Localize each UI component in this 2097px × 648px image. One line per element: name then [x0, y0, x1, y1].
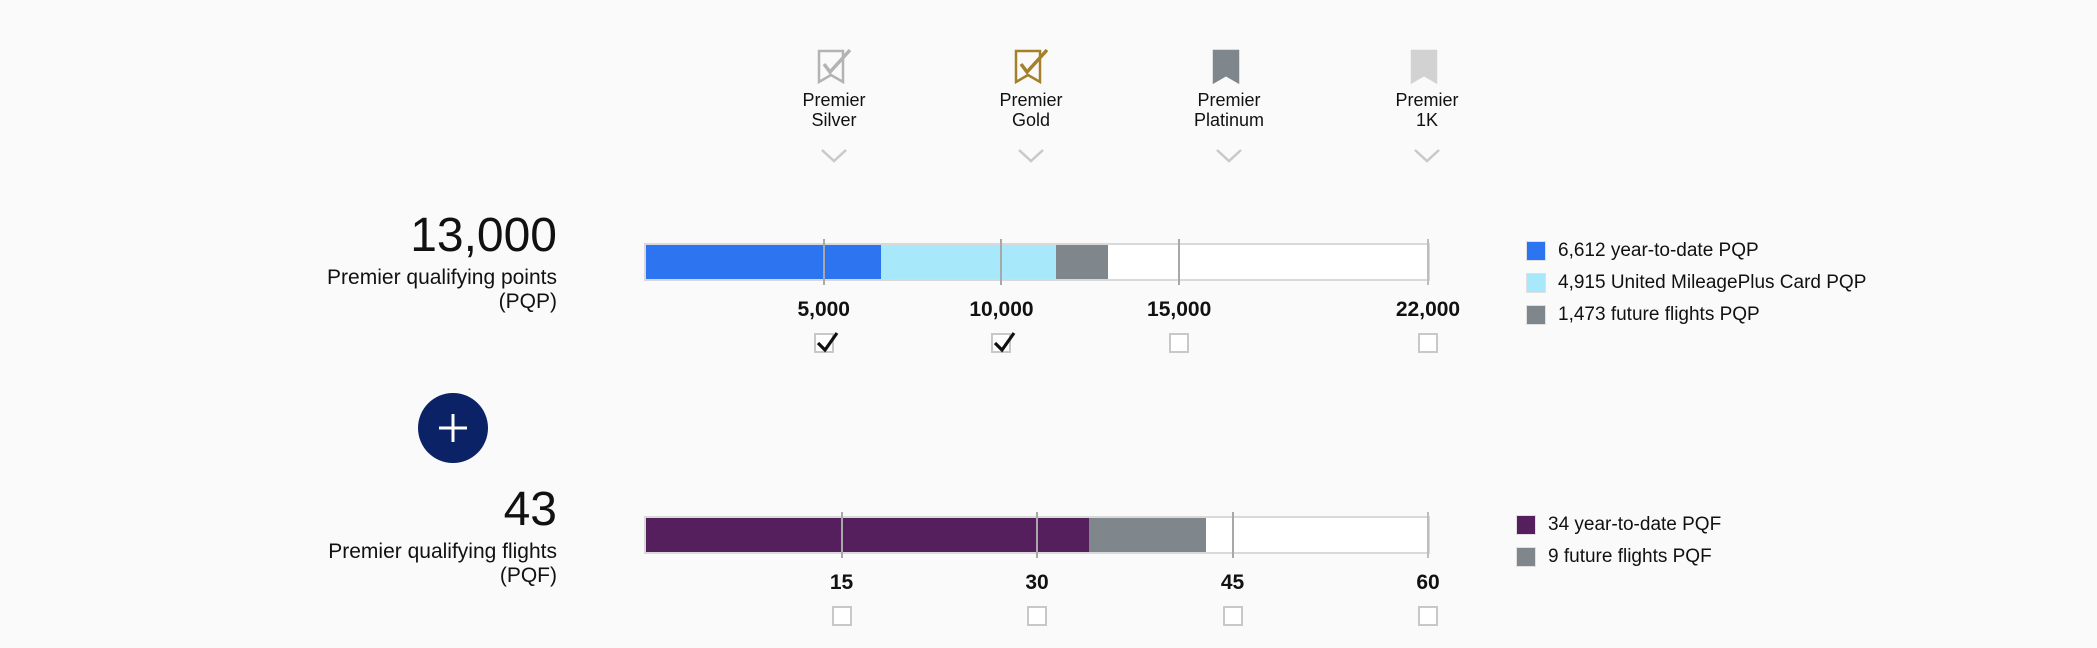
checkmark-icon — [994, 332, 1016, 353]
pqf-segment — [646, 518, 1090, 552]
legend-text: 6,612 year-to-date PQP — [1558, 240, 1759, 261]
chevron-down-icon[interactable] — [1413, 148, 1441, 164]
pqp-legend-item: 4,915 United MileagePlus Card PQP — [1526, 267, 1866, 299]
pqf-segment — [1089, 518, 1207, 552]
pqp-tick — [1178, 239, 1181, 285]
pqp-segment — [1055, 245, 1109, 279]
tier-1k: Premier 1K — [1367, 48, 1487, 164]
pqf-tick — [840, 512, 843, 558]
plus-icon — [439, 414, 467, 442]
pqf-threshold-checkbox[interactable] — [831, 606, 852, 626]
pqp-threshold-checkbox[interactable] — [1418, 333, 1438, 353]
pqf-threshold-label: 45 — [1220, 571, 1245, 594]
add-button[interactable] — [418, 393, 488, 463]
tier-label-line1: Premier — [1395, 90, 1459, 110]
chevron-down-icon[interactable] — [1017, 148, 1045, 164]
legend-swatch — [1526, 273, 1546, 293]
pqp-threshold-label: 15,000 — [1147, 298, 1212, 321]
pqf-label-line1: Premier qualifying flights — [328, 540, 557, 563]
tier-label-line1: Premier — [999, 90, 1063, 110]
pqp-segment — [646, 245, 882, 279]
pqf-label: Premier qualifying flights (PQF) — [328, 540, 557, 588]
pqp-total: 13,000 — [410, 209, 557, 262]
pqp-tick — [822, 239, 825, 285]
pqp-threshold-checkbox[interactable] — [813, 332, 839, 353]
pqp-threshold-label: 10,000 — [969, 298, 1034, 321]
pqp-legend-item: 6,612 year-to-date PQP — [1526, 235, 1866, 267]
flag-icon — [1410, 49, 1438, 85]
pqp-threshold-checkbox[interactable] — [991, 332, 1016, 353]
pqf-threshold-label: 30 — [1025, 571, 1049, 594]
tier-silver: Premier Silver — [774, 48, 894, 164]
pqf-total: 43 — [503, 483, 557, 536]
pqf-threshold-label: 60 — [1416, 571, 1440, 594]
tier-label-line2: Silver — [811, 110, 857, 130]
pqp-tick — [1000, 239, 1003, 285]
pqf-legend-item: 34 year-to-date PQF — [1516, 509, 1721, 541]
pqp-legend-item: 1,473 future flights PQP — [1526, 299, 1866, 331]
pqp-label-line2: (PQP) — [498, 290, 557, 313]
pqp-label-line1: Premier qualifying points — [327, 266, 557, 289]
pqf-tick — [1036, 512, 1038, 558]
pqf-tick — [1427, 512, 1429, 558]
legend-text: 1,473 future flights PQP — [1558, 304, 1760, 325]
pqp-label: Premier qualifying points (PQP) — [327, 266, 557, 314]
tier-label-line2: 1K — [1415, 110, 1439, 130]
pqp-tick — [1427, 239, 1429, 285]
legend-swatch — [1516, 547, 1536, 567]
pqp-segment — [881, 245, 1056, 279]
pqp-threshold-checkbox[interactable] — [1169, 333, 1190, 353]
chevron-down-icon[interactable] — [1215, 148, 1243, 164]
pqf-threshold-checkbox[interactable] — [1222, 606, 1243, 626]
pqf-tick — [1231, 512, 1234, 558]
pqp-threshold-label: 22,000 — [1395, 298, 1461, 321]
chevron-down-icon[interactable] — [820, 148, 848, 164]
tier-label-line1: Premier — [802, 90, 866, 110]
pqp-progress-bar — [644, 243, 1430, 281]
pqf-threshold-checkbox[interactable] — [1027, 606, 1047, 626]
tier-label-line1: Premier — [1197, 90, 1261, 110]
legend-text: 9 future flights PQF — [1548, 546, 1712, 567]
legend-text: 4,915 United MileagePlus Card PQP — [1558, 272, 1867, 293]
pqf-legend-item: 9 future flights PQF — [1516, 541, 1721, 573]
flag-icon — [1212, 49, 1240, 85]
pqp-threshold-label: 5,000 — [797, 298, 850, 321]
pqf-label-line2: (PQF) — [499, 564, 557, 587]
tier-platinum: Premier Platinum — [1169, 48, 1289, 164]
tier-gold: Premier Gold — [971, 48, 1091, 164]
checkmark-icon — [816, 332, 839, 353]
pqf-threshold-label: 15 — [829, 571, 854, 594]
tier-label-line2: Gold — [1011, 110, 1051, 130]
pqp-legend: 6,612 year-to-date PQP 4,915 United Milea… — [1526, 235, 1866, 331]
legend-text: 34 year-to-date PQF — [1548, 514, 1722, 535]
legend-swatch — [1516, 515, 1536, 535]
tier-label-line2: Platinum — [1193, 110, 1265, 130]
pqf-threshold-checkbox[interactable] — [1418, 606, 1438, 626]
legend-swatch — [1526, 305, 1546, 325]
check-flag-icon — [817, 48, 852, 85]
legend-swatch — [1526, 241, 1546, 261]
check-flag-icon — [1014, 48, 1049, 85]
pqf-legend: 34 year-to-date PQF 9 future flights PQF — [1516, 509, 1721, 573]
